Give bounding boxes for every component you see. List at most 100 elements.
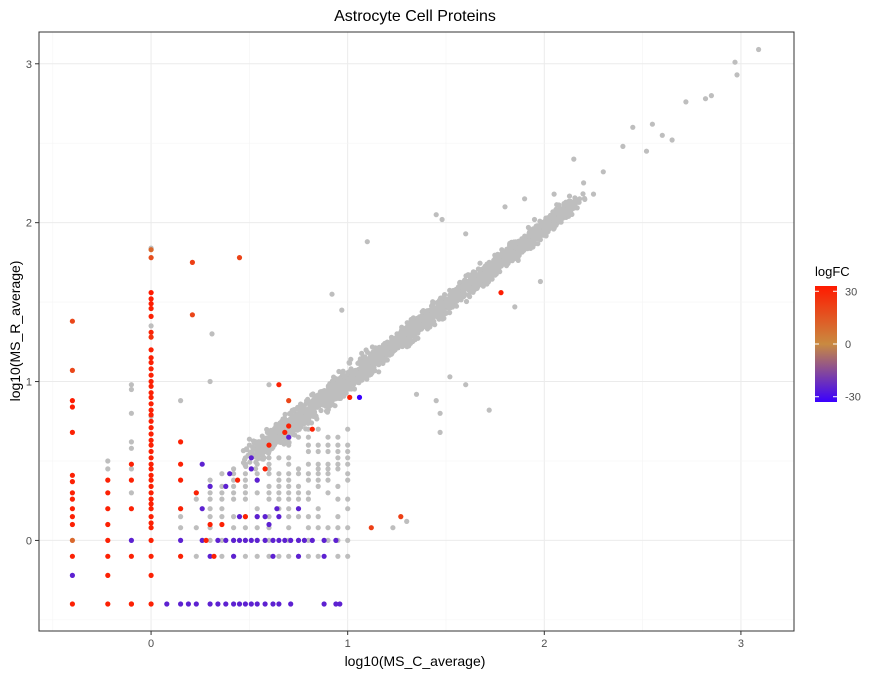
data-point — [345, 380, 351, 386]
data-point — [321, 553, 327, 559]
data-point — [242, 477, 248, 483]
data-point — [231, 537, 237, 544]
data-point — [219, 496, 225, 502]
data-point — [242, 471, 248, 477]
data-point — [732, 59, 738, 65]
data-point — [335, 466, 341, 472]
data-point — [620, 143, 626, 149]
data-point — [325, 383, 331, 389]
data-point — [305, 434, 311, 440]
data-point — [423, 313, 429, 319]
data-point — [219, 514, 225, 520]
data-point — [295, 419, 301, 425]
data-point — [128, 537, 134, 544]
data-point — [69, 318, 75, 324]
data-point — [148, 448, 154, 455]
data-point — [291, 426, 297, 432]
data-point — [148, 355, 154, 361]
data-point — [335, 383, 341, 389]
data-point — [471, 281, 477, 287]
data-point — [282, 537, 288, 544]
data-point — [128, 506, 134, 512]
data-point — [345, 553, 351, 559]
data-point — [582, 196, 588, 202]
data-point — [69, 521, 75, 528]
data-point — [551, 218, 557, 225]
data-point — [348, 368, 354, 374]
x-axis-title: log10(MS_C_average) — [345, 653, 486, 669]
data-point — [406, 338, 412, 344]
data-point — [148, 401, 154, 407]
data-point — [289, 407, 295, 413]
data-point — [336, 368, 342, 375]
grid-lines — [39, 32, 794, 631]
legend-ticks: 30 0 -30 — [815, 286, 861, 404]
data-point — [305, 490, 311, 496]
data-point — [242, 490, 248, 496]
data-point — [266, 553, 272, 559]
data-point — [261, 455, 267, 461]
data-point — [477, 267, 483, 273]
data-point — [207, 506, 213, 512]
data-point — [502, 204, 508, 210]
data-point — [242, 514, 248, 520]
data-point — [372, 345, 379, 351]
data-point — [295, 537, 302, 544]
data-point — [148, 305, 154, 312]
data-point — [254, 490, 260, 496]
data-point — [309, 426, 315, 432]
data-point — [276, 496, 282, 502]
data-point — [507, 254, 513, 260]
data-point — [148, 390, 154, 396]
data-point — [148, 525, 154, 531]
data-point — [321, 537, 327, 544]
data-point — [329, 291, 335, 297]
data-point — [178, 514, 184, 520]
data-point — [276, 514, 282, 520]
data-point — [148, 418, 154, 424]
data-point — [148, 394, 154, 400]
data-point — [254, 553, 260, 559]
data-point — [415, 330, 421, 336]
legend-colorbar — [815, 286, 837, 402]
data-point — [148, 372, 154, 378]
data-point — [315, 426, 321, 432]
data-point — [477, 260, 483, 266]
data-point — [69, 514, 75, 520]
data-point — [315, 525, 321, 531]
data-point — [69, 572, 75, 579]
data-point — [148, 601, 154, 607]
data-point — [276, 601, 282, 607]
data-point — [266, 471, 272, 477]
data-point — [259, 433, 265, 439]
data-point — [335, 483, 341, 489]
data-point — [559, 208, 565, 214]
x-tick-label: 2 — [541, 638, 547, 650]
data-point — [356, 380, 362, 386]
data-point — [231, 490, 237, 496]
data-point — [178, 398, 184, 404]
data-point — [405, 323, 411, 329]
data-point — [253, 466, 259, 472]
data-point — [148, 572, 154, 579]
data-point — [288, 537, 294, 544]
data-point — [447, 292, 453, 298]
data-point — [242, 455, 248, 461]
data-point — [199, 537, 205, 544]
data-point — [286, 553, 292, 559]
data-point — [311, 400, 317, 407]
data-point — [148, 407, 154, 413]
data-point — [193, 553, 199, 559]
data-point — [482, 263, 488, 269]
data-point — [219, 471, 225, 477]
data-point — [105, 506, 111, 512]
data-point — [286, 471, 292, 477]
data-point — [219, 553, 225, 559]
data-point — [148, 366, 154, 372]
data-point — [211, 553, 217, 559]
data-point — [254, 477, 260, 483]
data-point — [307, 406, 313, 412]
data-point — [105, 601, 111, 607]
data-point — [247, 459, 253, 465]
data-point — [231, 525, 237, 531]
